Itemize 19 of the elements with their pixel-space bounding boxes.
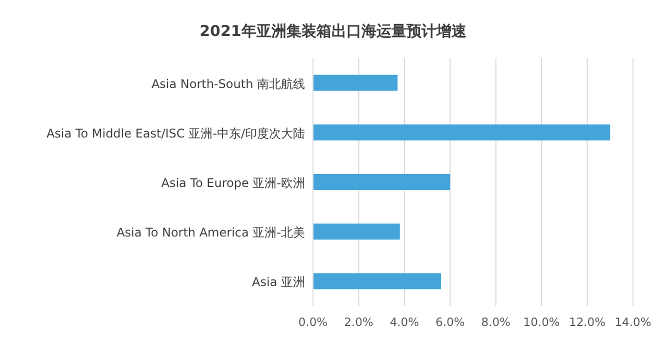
bar	[313, 124, 610, 140]
x-tick-label: 10.0%	[523, 315, 560, 329]
bar	[313, 273, 441, 290]
x-tick-label: 6.0%	[436, 315, 465, 329]
y-tick-label: Asia 亚洲	[252, 275, 305, 290]
y-tick-label: Asia To Middle East/ISC 亚洲-中东/印度次大陆	[46, 126, 305, 140]
y-tick-label: Asia To North America 亚洲-北美	[116, 226, 305, 240]
bar	[313, 74, 398, 91]
y-tick-label: Asia To Europe 亚洲-欧洲	[161, 176, 305, 190]
bar	[313, 174, 450, 190]
bar	[313, 224, 400, 240]
x-tick-label: 4.0%	[390, 315, 420, 329]
chart-title: 2021年亚洲集装箱出口海运量预计增速	[200, 22, 468, 40]
x-tick-label: 12.0%	[569, 315, 606, 329]
x-tick-label: 0.0%	[298, 315, 328, 329]
x-tick-label: 2.0%	[344, 315, 374, 329]
x-tick-label: 8.0%	[481, 315, 511, 329]
y-tick-label: Asia North-South 南北航线	[151, 76, 305, 91]
x-tick-label: 14.0%	[614, 315, 652, 329]
